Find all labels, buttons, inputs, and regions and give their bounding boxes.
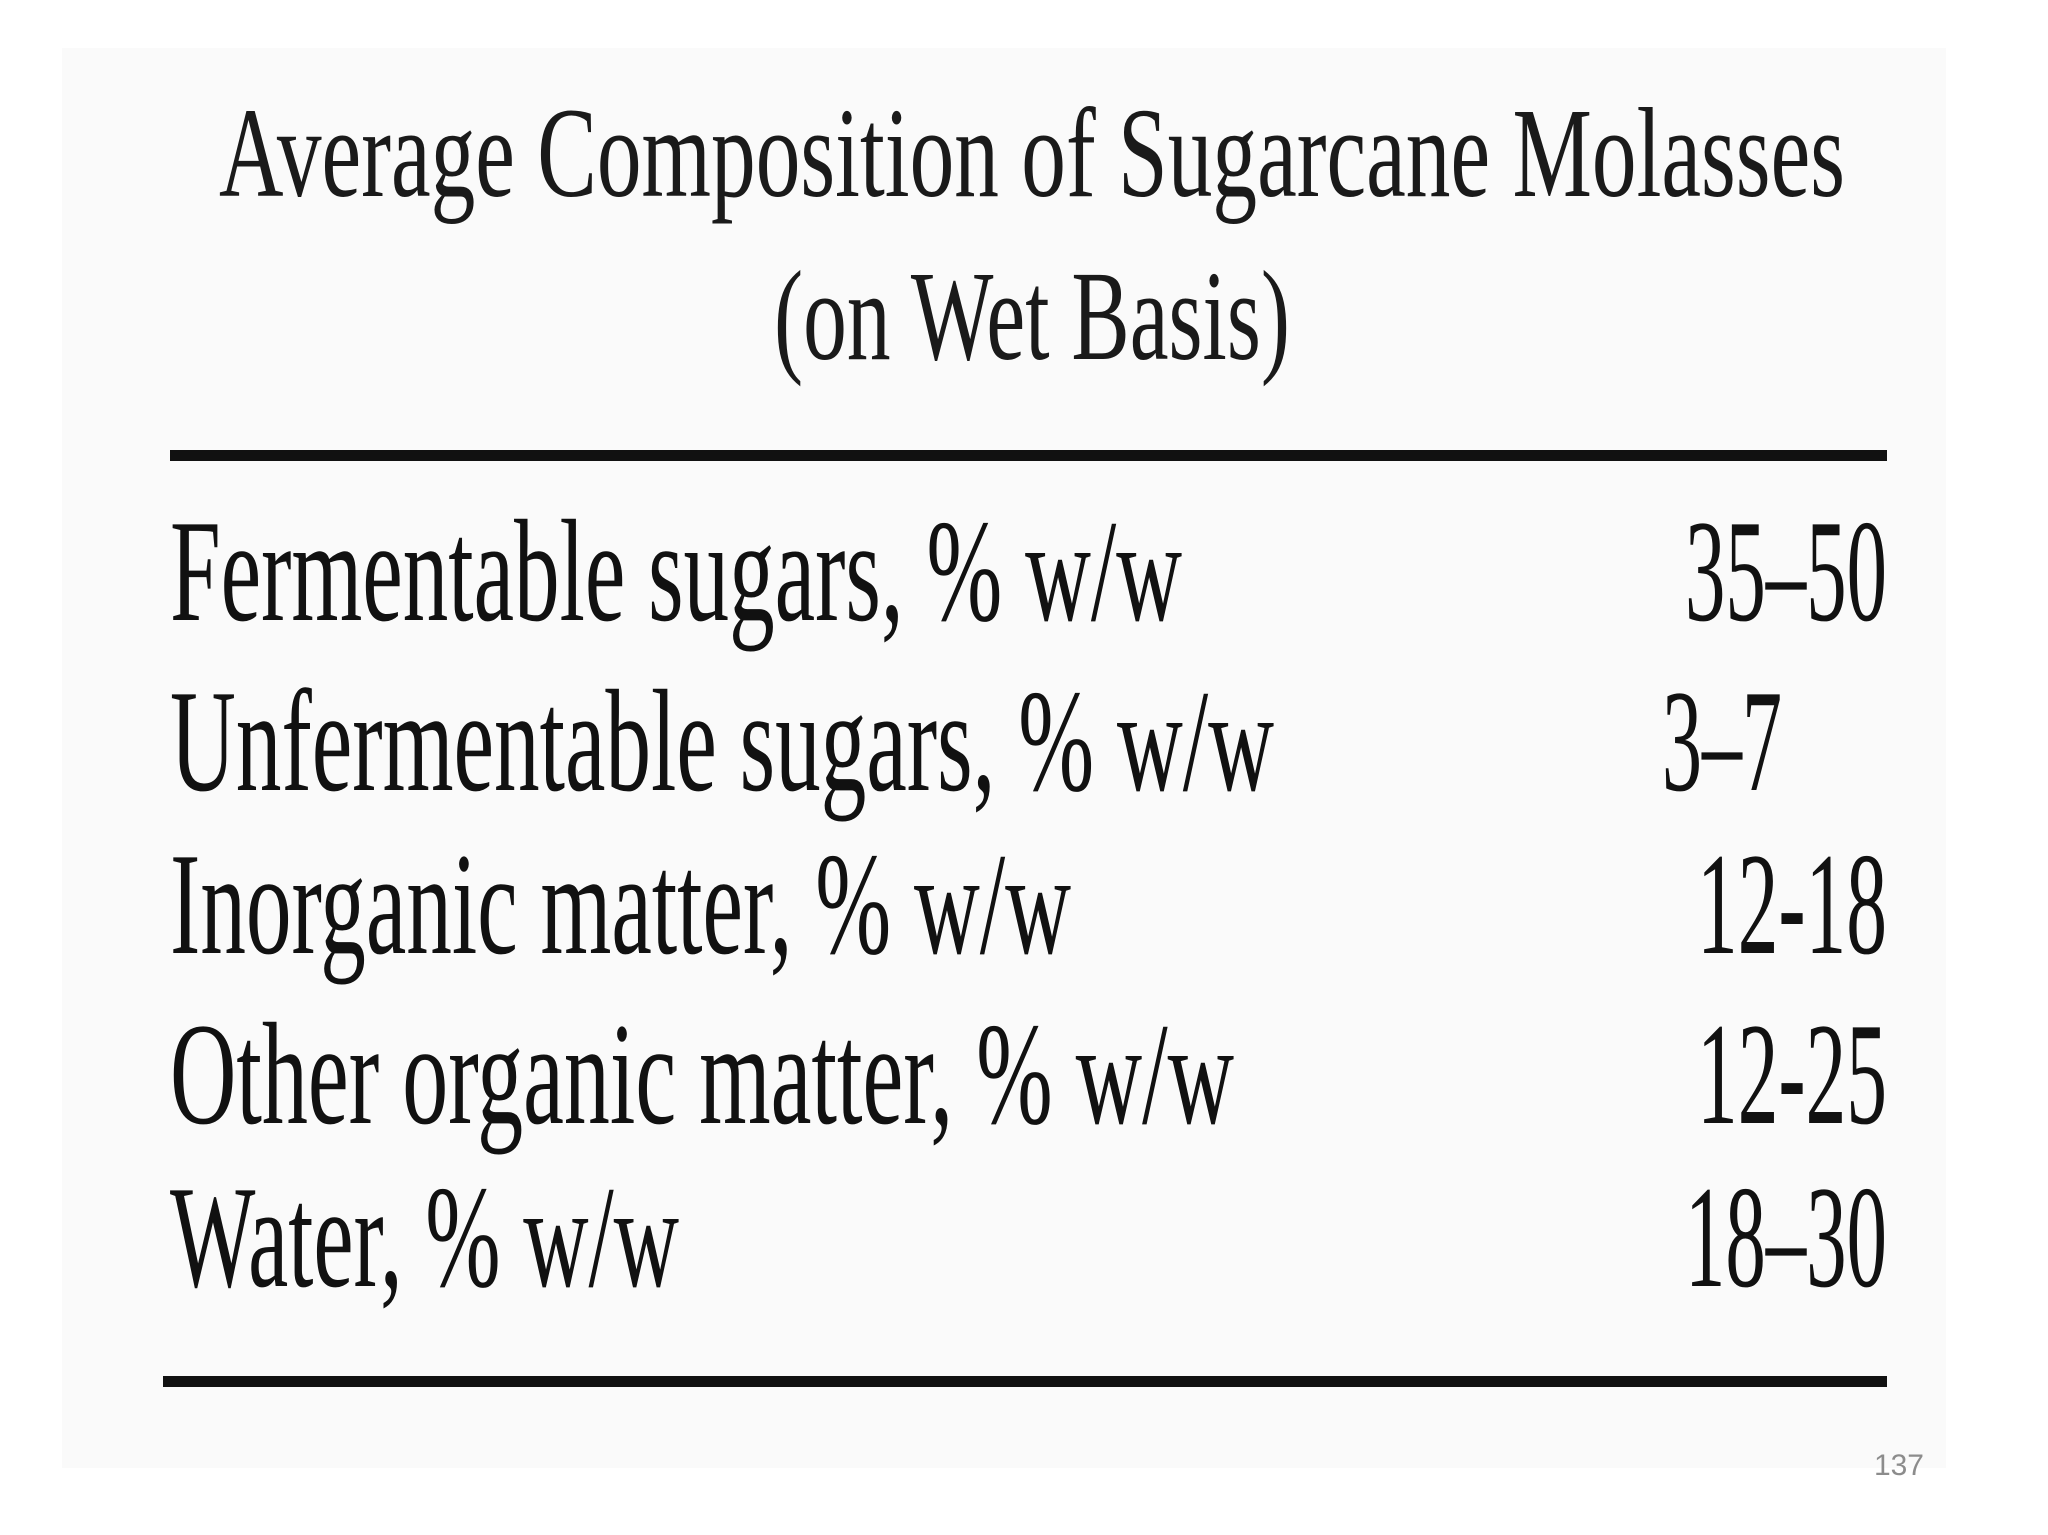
row-label: Unfermentable sugars, % w/w — [170, 660, 1274, 822]
top-rule — [170, 450, 1887, 461]
image-area — [62, 48, 1946, 1468]
row-label: Fermentable sugars, % w/w — [170, 490, 1182, 652]
row-value: 12-18 — [1697, 823, 1887, 985]
row-value: 35–50 — [1685, 490, 1887, 652]
row-value: 3–7 — [1662, 660, 1782, 822]
row-label: Water, % w/w — [170, 1156, 679, 1318]
title-line: (on Wet Basis) — [774, 245, 1290, 387]
row-value: 12-25 — [1697, 993, 1887, 1155]
table: Fermentable sugars, % w/w 35–50 Unfermenta… — [170, 490, 1887, 1318]
bottom-rule — [163, 1376, 1887, 1387]
row-value: 18–30 — [1685, 1156, 1887, 1318]
row-label: Other organic matter, % w/w — [170, 993, 1234, 1155]
row-label: Inorganic matter, % w/w — [170, 823, 1071, 985]
title-line: Average Composition of Sugarcane Molasse… — [219, 82, 1845, 224]
page-number: 137 — [1874, 1449, 1924, 1482]
